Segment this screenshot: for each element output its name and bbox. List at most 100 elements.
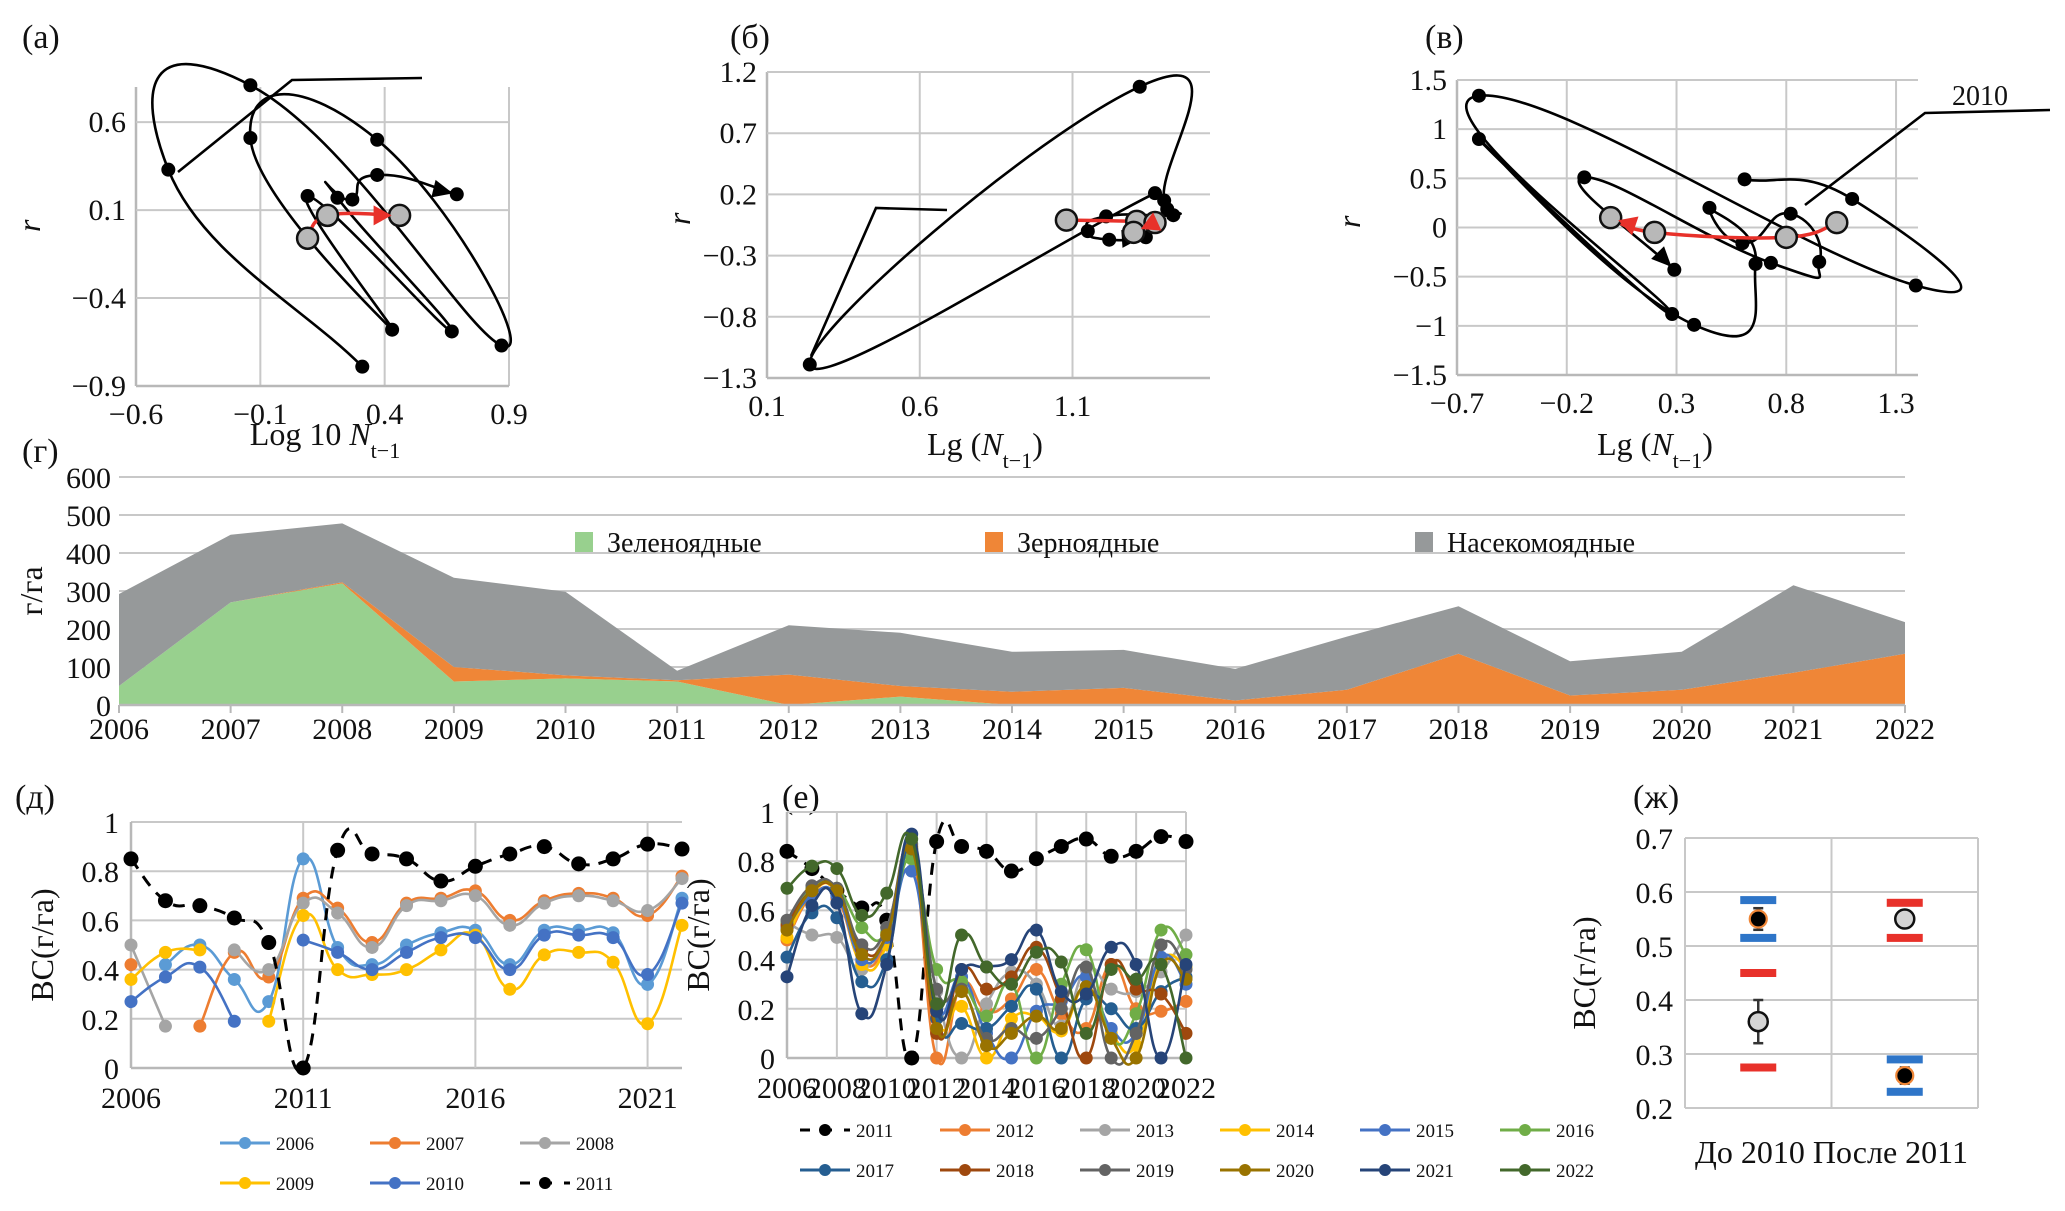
x-tick-label: 2022 bbox=[1156, 1072, 1216, 1105]
y-tick-label: 0.2 bbox=[720, 178, 758, 211]
data-point-2018 bbox=[1079, 1051, 1093, 1065]
highlight-point bbox=[1825, 210, 1849, 235]
highlight-point bbox=[387, 203, 412, 228]
legend-label: 2008 bbox=[576, 1134, 614, 1155]
callout-line bbox=[1804, 108, 2051, 207]
x-tick-label: 2014 bbox=[957, 1072, 1017, 1105]
trajectory-point bbox=[1166, 208, 1181, 223]
trajectory-point bbox=[243, 131, 258, 146]
trajectory-line bbox=[1465, 94, 1963, 338]
y-axis-title: r bbox=[661, 212, 697, 225]
data-point-2012 bbox=[1179, 994, 1193, 1008]
x-tick-label: 2018 bbox=[1429, 713, 1489, 746]
data-point-2020 bbox=[780, 923, 794, 937]
y-tick-label: 0.3 bbox=[1636, 1039, 1674, 1072]
data-point-2011 bbox=[904, 1050, 920, 1066]
data-point-2016 bbox=[1079, 943, 1093, 957]
data-point-2009 bbox=[124, 972, 138, 986]
area-series-Насекомоядные bbox=[119, 523, 1905, 701]
panel-label: (ж) bbox=[1633, 779, 1679, 816]
data-point-2022 bbox=[930, 997, 944, 1011]
data-point-2010 bbox=[400, 945, 413, 959]
trajectory-point bbox=[1471, 88, 1486, 103]
data-point-2006 bbox=[227, 972, 241, 986]
data-point-2022 bbox=[1004, 977, 1018, 991]
panel-zh-interval-chart: (ж) 0.2 0.3 0.4 0.5 0.6 0.7 ВС(г/га) До 2010 Пос… bbox=[1566, 779, 1979, 1170]
trajectory-point bbox=[243, 78, 258, 93]
data-point-2022 bbox=[1129, 972, 1143, 986]
y-tick-label: 0.2 bbox=[1636, 1093, 1674, 1126]
y-tick-label: 0.8 bbox=[82, 856, 120, 889]
x-axis-title: Lg (Nt−1) bbox=[1597, 426, 1713, 473]
y-tick-label: 0.2 bbox=[82, 1004, 120, 1037]
data-point-2017 bbox=[980, 1021, 993, 1035]
y-tick-label: 0.4 bbox=[82, 955, 120, 988]
highlight-point bbox=[1121, 220, 1146, 245]
y-tick-label: 600 bbox=[66, 462, 111, 495]
data-point-2022 bbox=[955, 928, 969, 942]
data-point-2017 bbox=[780, 950, 794, 964]
line-series-2021 bbox=[785, 832, 1188, 1060]
area-series-Зерноядные bbox=[119, 582, 1905, 705]
y-tick-label: −0.5 bbox=[1393, 261, 1447, 294]
data-point-2021 bbox=[880, 958, 894, 972]
x-tick-label: 2016 bbox=[1006, 1072, 1066, 1105]
y-tick-label: 0 bbox=[1432, 212, 1447, 245]
data-point-2020 bbox=[980, 1039, 993, 1053]
legend-marker bbox=[1099, 1164, 1111, 1176]
panel-label: (в) bbox=[1425, 19, 1464, 56]
data-point-2021 bbox=[855, 1007, 869, 1021]
data-point-2011 bbox=[674, 841, 690, 857]
panel-g-area-chart: (г) 0 100 200 300 400 500 600 г/га 2006 2007 2008 20… bbox=[13, 433, 1935, 746]
data-point-2007 bbox=[193, 1019, 207, 1033]
legend-label: 2014 bbox=[1276, 1121, 1315, 1142]
trajectory-point bbox=[449, 187, 464, 202]
data-point-2020 bbox=[1004, 1026, 1018, 1040]
data-point-2021 bbox=[1029, 923, 1043, 937]
panel-d-line-chart: (д) 0 0.2 0.4 0.6 0.8 1 2006 2011 2016 2021 ВС(г/га… bbox=[15, 779, 690, 1195]
x-category-labels: До 2010 После 2011 bbox=[1695, 1134, 1968, 1170]
y-tick-label: 0 bbox=[760, 1043, 775, 1076]
legend-label: Зеленоядные bbox=[607, 528, 762, 559]
x-tick-label: 2018 bbox=[1056, 1072, 1116, 1105]
y-tick-label: 0 bbox=[104, 1053, 119, 1086]
data-point-2010 bbox=[675, 896, 689, 910]
data-point-2020 bbox=[855, 948, 869, 962]
data-point-2022 bbox=[1179, 1051, 1193, 1065]
y-tick-label: 200 bbox=[66, 614, 111, 647]
data-point-2015 bbox=[905, 864, 919, 878]
data-point-2011 bbox=[295, 1060, 311, 1076]
x-tick-label: 2021 bbox=[1763, 713, 1823, 746]
legend-marker bbox=[819, 1164, 831, 1176]
x-tick-label: 2014 bbox=[982, 713, 1042, 746]
data-point-2011 bbox=[1053, 838, 1069, 854]
data-point-2020 bbox=[880, 928, 894, 942]
data-point-2011 bbox=[226, 910, 242, 926]
data-point-2017 bbox=[1029, 982, 1043, 996]
data-point-2006 bbox=[158, 958, 172, 972]
x-tick-label: 2019 bbox=[1540, 713, 1600, 746]
line-series-2008 bbox=[129, 944, 167, 1027]
data-point-2011 bbox=[1178, 834, 1194, 850]
area-series-Зеленоядные bbox=[119, 583, 1905, 705]
x-tick-label: 2017 bbox=[1317, 713, 1377, 746]
bound-bar bbox=[1740, 969, 1777, 977]
data-point-2022 bbox=[830, 862, 844, 876]
data-point-2011 bbox=[157, 893, 173, 909]
trajectory-point bbox=[1471, 132, 1486, 146]
y-tick-label: 0 bbox=[96, 690, 111, 723]
data-point-2013 bbox=[955, 1051, 969, 1065]
legend-marker bbox=[959, 1164, 971, 1176]
y-tick-label: 0.7 bbox=[720, 117, 758, 150]
data-point-2011 bbox=[571, 856, 587, 872]
legend-marker bbox=[389, 1177, 401, 1189]
data-point-2019 bbox=[1079, 960, 1093, 974]
y-tick-label: 300 bbox=[66, 576, 111, 609]
data-point-2011 bbox=[261, 935, 277, 951]
legend-label: 2021 bbox=[1416, 1161, 1454, 1182]
y-tick-label: 0.8 bbox=[738, 846, 776, 879]
callout-line bbox=[177, 76, 423, 174]
data-point-2011 bbox=[123, 851, 139, 867]
trajectory-point bbox=[1735, 236, 1750, 251]
panel-e-line-chart: (е)00.20.40.60.8120062008201020122014201… bbox=[680, 779, 1594, 1182]
